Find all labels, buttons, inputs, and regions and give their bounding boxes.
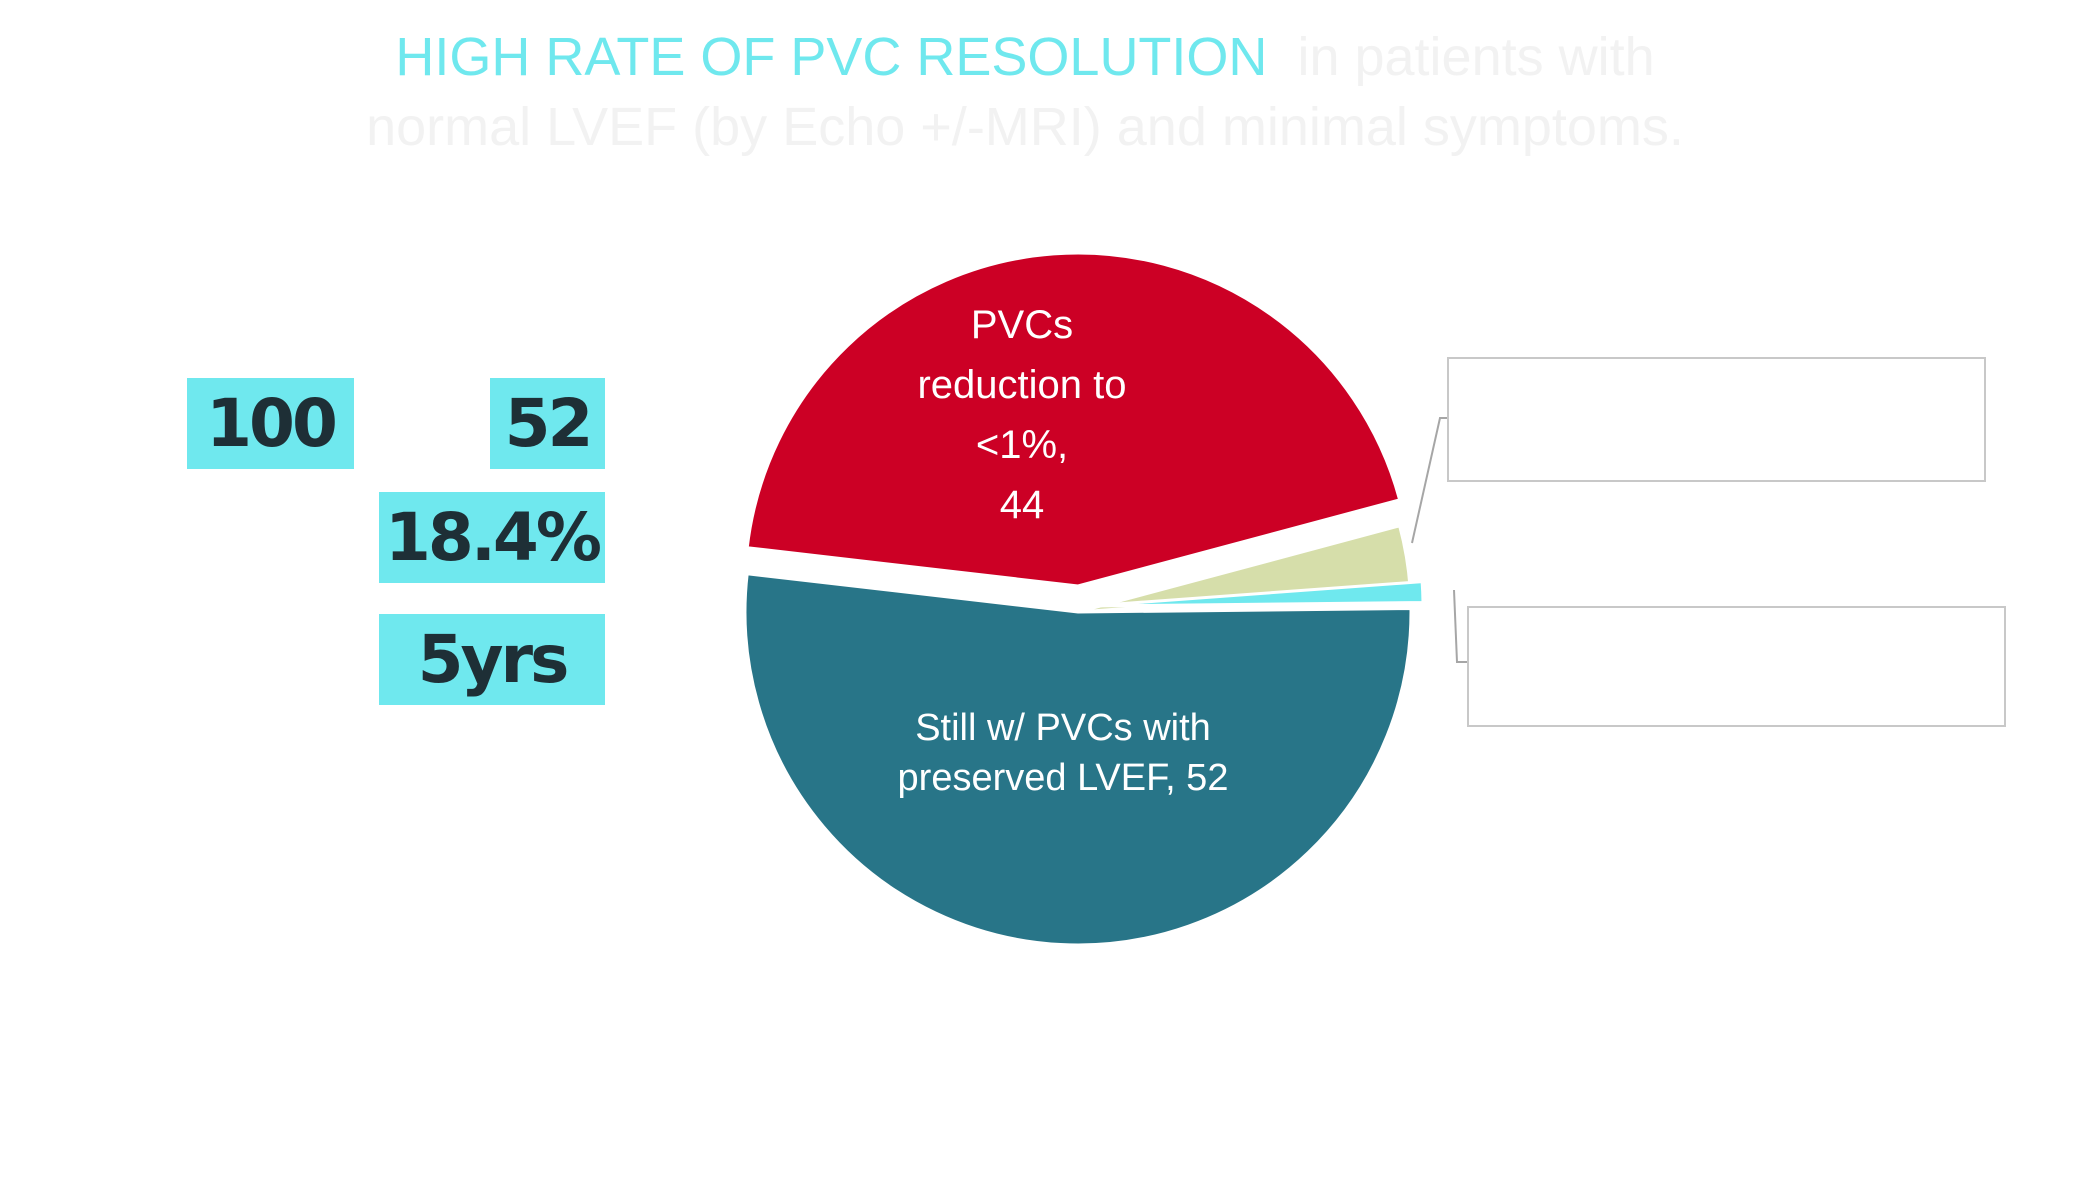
title-highlight: HIGH RATE OF PVC RESOLUTION (395, 27, 1268, 87)
title-rest: in patients with (1297, 27, 1655, 87)
title-line2: normal LVEF (by Echo +/-MRI) and minimal… (366, 97, 1684, 157)
stat-follow-up: 5yrs (379, 614, 605, 705)
callout-leader-1 (1453, 589, 1468, 663)
callout-box-1 (1467, 606, 2006, 727)
slice-label-3: Still w/ PVCs with preserved LVEF, 52 (898, 707, 1229, 799)
stat-still-pvcs: 52 (490, 378, 605, 469)
slice-label-0: PVCs reduction to <1%, 44 (917, 303, 1126, 527)
callout-box-0 (1447, 357, 1986, 482)
callout-leader-0 (1411, 417, 1448, 544)
stat-total-patients: 100 (187, 378, 354, 469)
chart-title: HIGH RATE OF PVC RESOLUTION in patients … (0, 22, 2050, 162)
pie-slice-0 (745, 251, 1402, 588)
stat-percentage: 18.4% (379, 492, 605, 583)
pie-slice-3 (743, 572, 1413, 947)
pie-slice-2 (1089, 580, 1425, 608)
